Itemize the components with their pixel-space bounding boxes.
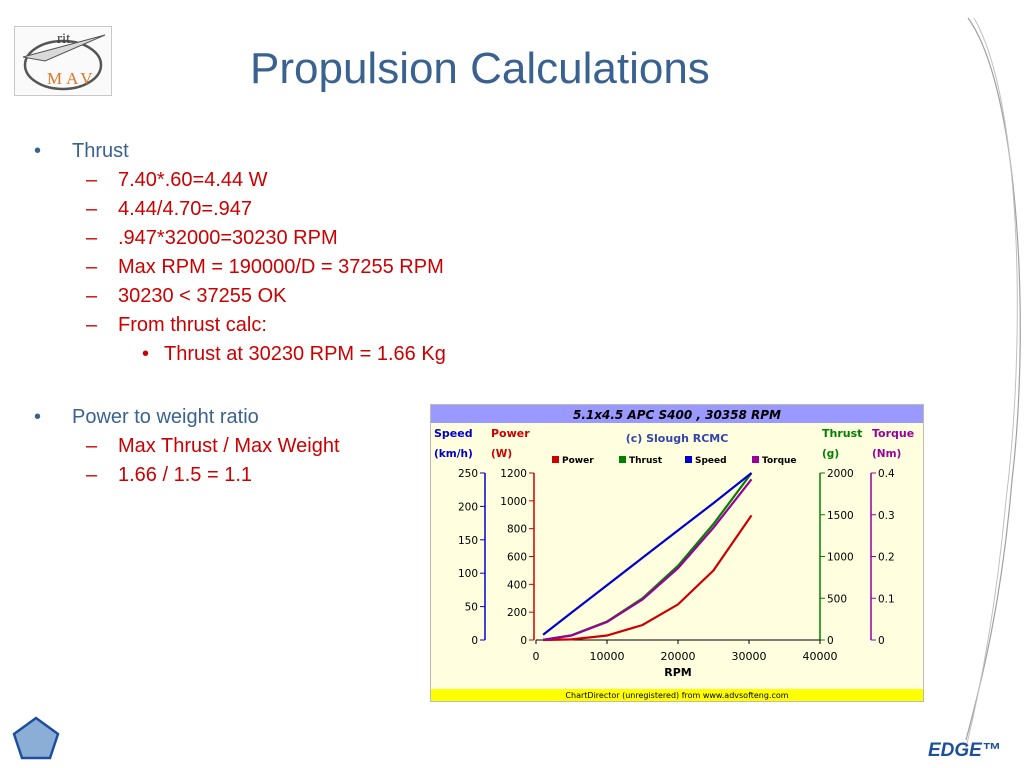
bullet-item-level-2: –4.44/4.70=.947 [30, 195, 446, 224]
bullet-item-level-2: –7.40*.60=4.44 W [30, 166, 446, 195]
bullet-marker: • [34, 140, 42, 162]
axis-title-thrust: Thrust [822, 427, 862, 440]
bullet-marker: • [34, 406, 42, 428]
chart-subtitle: (c) Slough RCMC [626, 432, 729, 445]
axis-tick-label: 250 [458, 468, 478, 480]
bullet-text: From thrust calc: [118, 314, 267, 336]
bullet-text: 4.44/4.70=.947 [118, 198, 253, 220]
axis-unit-power: (W) [491, 448, 512, 460]
x-axis-tick-label: 0 [533, 650, 540, 663]
x-axis-title: RPM [664, 666, 691, 679]
x-axis-tick-label: 10000 [590, 650, 625, 663]
bullet-item-level-2: – .947*32000=30230 RPM [30, 224, 446, 253]
bullet-text: Thrust [72, 140, 129, 162]
chart-title-bar [431, 405, 923, 423]
axis-tick-label: 600 [507, 552, 527, 564]
bullet-item-level-2: – Max Thrust / Max Weight [30, 432, 446, 461]
series-line-torque [542, 478, 753, 641]
legend-label-torque: Torque [762, 456, 797, 466]
axis-tick-label: 0 [471, 635, 478, 647]
legend-label-power: Power [562, 456, 594, 466]
axis-tick-label: 1000 [500, 496, 527, 508]
axis-tick-label: 0.3 [878, 510, 895, 522]
axis-tick-label: 500 [827, 593, 847, 605]
pentagon-icon [12, 716, 60, 760]
bullet-marker: – [86, 169, 98, 191]
axis-unit-speed: (km/h) [434, 448, 473, 460]
legend-swatch-speed [685, 456, 692, 463]
x-axis-tick-label: 40000 [803, 650, 838, 663]
propulsion-chart: 5.1x4.5 APC S400 , 30358 RPM (c) Slough … [430, 404, 924, 702]
axis-title-torque: Torque [872, 427, 914, 440]
bullet-text: Power to weight ratio [72, 406, 259, 428]
axis-unit-torque: (Nm) [872, 448, 901, 460]
decorative-curves [965, 17, 1021, 749]
axis-tick-label: 0.2 [878, 552, 895, 564]
legend-swatch-thrust [619, 456, 626, 463]
axis-tick-label: 200 [507, 607, 527, 619]
axis-tick-label: 1200 [500, 468, 527, 480]
bullet-item-level-2: – From thrust calc: [30, 311, 446, 340]
axis-tick-label: 0.1 [878, 593, 895, 605]
axis-tick-label: 0.4 [878, 468, 895, 480]
logo-top-text: rit [57, 31, 71, 47]
bullet-text: 1.66 / 1.5 = 1.1 [118, 464, 252, 486]
axis-tick-label: 0 [827, 635, 834, 647]
bullet-text: Max Thrust / Max Weight [118, 435, 340, 457]
axis-tick-label: 400 [507, 579, 527, 591]
bullet-item-level-3: • Thrust at 30230 RPM = 1.66 Kg [30, 340, 446, 369]
legend-label-speed: Speed [695, 456, 727, 466]
chart-footer-bar [431, 689, 923, 701]
bullet-text: Thrust at 30230 RPM = 1.66 Kg [164, 343, 446, 365]
edge-brand: EDGE™ [928, 740, 1001, 761]
axis-tick-label: 50 [465, 602, 478, 614]
series-line-speed [542, 472, 753, 636]
bullet-marker: • [142, 343, 150, 365]
axis-title-power: Power [491, 427, 530, 440]
chart-title: 5.1x4.5 APC S400 , 30358 RPM [573, 408, 781, 422]
legend-swatch-torque [752, 456, 759, 463]
series-line-power [543, 514, 753, 642]
axis-tick-label: 800 [507, 524, 527, 536]
bullet-marker: – [86, 227, 98, 249]
bullet-text: .947*32000=30230 RPM [118, 227, 338, 249]
bullet-marker: – [86, 285, 98, 307]
bullet-item-level-1: • Power to weight ratio [30, 402, 446, 432]
logo-bottom-text: MAV [47, 69, 97, 88]
bullet-marker: – [86, 435, 98, 457]
bullet-list: • Thrust –7.40*.60=4.44 W –4.44/4.70=.947–.… [30, 136, 446, 490]
bullet-item-level-2: –1.66 / 1.5 = 1.1 [30, 461, 446, 490]
bullet-text: 30230 < 37255 OK [118, 285, 287, 307]
axis-tick-label: 2000 [827, 468, 854, 480]
bullet-text: 7.40*.60=4.44 W [118, 169, 268, 191]
legend-label-thrust: Thrust [629, 456, 663, 466]
bullet-item-level-2: –30230 < 37255 OK [30, 282, 446, 311]
bullet-marker: – [86, 198, 98, 220]
axis-tick-label: 1000 [827, 552, 854, 564]
bullet-item-level-1: • Thrust [30, 136, 446, 166]
bullet-gap [30, 369, 446, 402]
axis-tick-label: 200 [458, 501, 478, 513]
axis-tick-label: 1500 [827, 510, 854, 522]
chart-footer: ChartDirector (unregistered) from www.ad… [565, 691, 788, 700]
axis-unit-thrust: (g) [822, 448, 839, 460]
bullet-marker: – [86, 256, 98, 278]
paper-plane-icon [22, 34, 106, 91]
rit-mav-logo: rit MAV [14, 26, 112, 96]
x-axis-tick-label: 30000 [732, 650, 767, 663]
chart-background [430, 404, 924, 702]
bullet-marker: – [86, 314, 98, 336]
bullet-item-level-2: – Max RPM = 190000/D = 37255 RPM [30, 253, 446, 282]
axis-tick-label: 150 [458, 535, 478, 547]
bullet-text: Max RPM = 190000/D = 37255 RPM [118, 256, 444, 278]
slide-title: Propulsion Calculations [250, 44, 710, 93]
bullet-marker: – [86, 464, 98, 486]
legend-swatch-power [552, 456, 559, 463]
axis-tick-label: 0 [520, 635, 527, 647]
axis-tick-label: 100 [458, 568, 478, 580]
axis-title-speed: Speed [434, 427, 473, 440]
axis-tick-label: 0 [878, 635, 885, 647]
x-axis-tick-label: 20000 [661, 650, 696, 663]
